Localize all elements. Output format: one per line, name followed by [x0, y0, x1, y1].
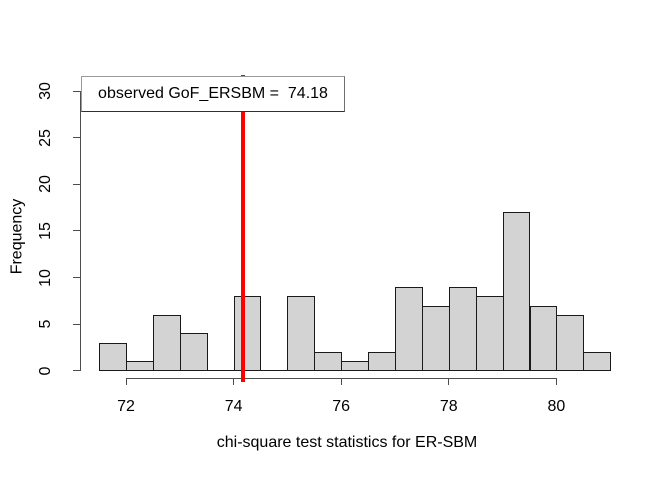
x-tick-label: 74 — [224, 398, 243, 415]
y-axis-tick — [73, 230, 80, 232]
y-axis-tick — [73, 137, 80, 139]
y-axis-title: Frequency — [8, 198, 26, 275]
histogram-bar — [368, 352, 396, 372]
x-axis-tick — [233, 378, 235, 385]
x-axis-line — [126, 378, 558, 379]
histogram-bar — [529, 305, 558, 372]
histogram-bar — [233, 296, 262, 372]
y-tick-label: 20 — [37, 175, 54, 194]
y-axis-tick — [73, 323, 80, 325]
histogram-bar — [179, 333, 208, 372]
x-axis-tick — [448, 378, 450, 385]
histogram-bar — [99, 342, 127, 372]
x-tick-label: 72 — [117, 398, 135, 415]
x-axis-tick — [340, 378, 342, 385]
histogram-bar — [421, 305, 450, 372]
x-axis-tick — [555, 378, 557, 385]
legend-box: observed GoF_ERSBM = 74.18 — [81, 76, 345, 112]
histogram-bar — [475, 296, 504, 372]
histogram-bar — [502, 212, 531, 372]
histogram-bar — [583, 352, 612, 372]
x-tick-label: 78 — [439, 398, 458, 415]
observed-value-line — [241, 75, 246, 382]
legend-text: observed GoF_ERSBM = 74.18 — [98, 85, 328, 102]
y-tick-label: 5 — [37, 319, 54, 329]
y-tick-label: 15 — [37, 222, 54, 240]
x-tick-label: 76 — [332, 398, 351, 415]
histogram-bar — [152, 314, 181, 372]
y-tick-label: 25 — [37, 128, 54, 147]
y-axis-tick — [73, 370, 80, 372]
x-tick-label: 80 — [547, 398, 566, 415]
y-axis-tick — [73, 90, 80, 92]
y-tick-label: 30 — [37, 82, 54, 100]
histogram-bar — [448, 286, 477, 372]
histogram-bar — [314, 352, 343, 372]
y-tick-label: 0 — [37, 366, 54, 376]
x-axis-tick — [125, 378, 127, 385]
histogram-bar — [287, 296, 316, 372]
histogram-baseline — [99, 370, 612, 371]
y-tick-label: 10 — [37, 268, 54, 287]
histogram-bar — [395, 286, 423, 372]
y-axis-tick — [73, 277, 80, 278]
y-axis-tick — [73, 183, 80, 185]
y-axis-line — [80, 91, 81, 371]
histogram-bar — [556, 314, 585, 372]
x-axis-title: chi-square test statistics for ER-SBM — [216, 434, 478, 451]
